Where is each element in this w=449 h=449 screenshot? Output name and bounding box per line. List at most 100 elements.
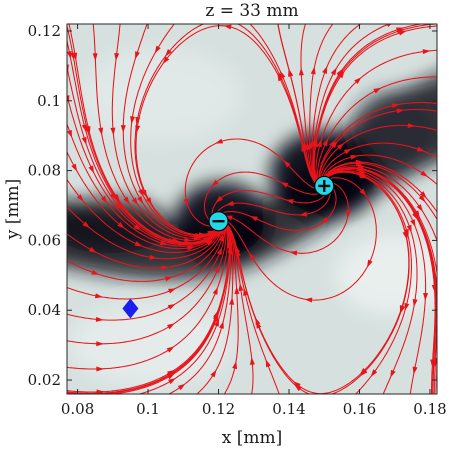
streamline-arrowhead [115,202,122,211]
streamline-arrowhead [373,87,382,94]
streamline-arrowhead [166,373,175,380]
streamline-arrowhead [167,303,176,310]
streamline-arrowhead [433,285,437,293]
streamline-arrowhead [420,170,428,177]
x-tick-label: 0.18 [413,400,446,418]
streamline-arrowhead [135,51,140,60]
streamline-arrowhead [410,219,416,228]
streamline-arrowhead [419,191,427,199]
streamline-arrowhead [149,254,158,260]
streamline-arrowhead [167,237,176,243]
streamline [322,161,437,213]
streamline-arrowhead [225,200,234,206]
streamline-arrowhead [396,108,405,114]
streamline-arrowhead [285,199,294,205]
streamline [319,124,437,182]
x-tick-label: 0.08 [61,400,94,418]
streamline-arrowhead [336,142,345,150]
y-tick-label: 0.1 [37,92,61,110]
streamline-arrowhead [294,384,302,392]
negative-singularity-icon [208,211,229,232]
streamline-arrowhead [322,65,328,74]
x-tick-label: 0.12 [202,400,235,418]
streamline-arrowhead [321,217,329,225]
streamline [137,223,231,394]
streamline-arrowhead [313,139,319,148]
markers [122,175,335,319]
streamline-arrowhead [67,64,69,73]
streamline [67,178,221,254]
streamline-arrowhead [214,264,220,273]
streamline-arrowhead [110,127,116,136]
streamline-arrowhead [250,216,259,222]
streamline-arrowhead [232,361,238,370]
streamline-arrowhead [356,160,364,166]
streamline [67,224,226,321]
streamline-arrowhead [228,246,234,255]
streamline-arrowhead [71,163,78,172]
streamline-arrowhead [249,252,256,261]
streamline-arrowhead [416,146,425,152]
streamline-arrowhead [310,66,316,75]
streamline-arrowhead [183,198,189,207]
y-axis-label: y [mm] [3,179,23,241]
streamline-arrowhead [219,320,224,329]
streamline-arrowhead [198,232,207,238]
streamline-arrowhead [288,68,293,77]
streamline-arrowhead [235,245,241,254]
streamline-arrowhead [178,240,187,246]
streamline-arrowhead [438,357,443,365]
streamline [323,170,418,394]
streamline-arrowhead [370,13,378,19]
streamline-arrowhead [82,221,90,229]
streamline-arrowhead [96,366,104,372]
streamline-arrowhead [96,341,104,347]
streamline-arrowhead [162,56,170,64]
streamline-arrowhead [399,304,405,313]
streamline [318,108,437,182]
streamline-arrowhead [88,165,95,174]
streamline-arrowhead [338,70,345,79]
diamond-marker-icon [122,298,139,319]
streamline [167,222,232,394]
streamline [111,24,219,239]
streamline [67,206,222,260]
streamline [223,171,410,394]
streamline-arrowhead [386,24,392,28]
streamline-arrowhead [359,367,367,376]
streamline [320,142,437,182]
streamline-arrowhead [141,189,147,198]
streamline-arrowhead [72,52,78,61]
streamline [67,225,223,282]
streamline-arrowhead [249,357,255,365]
streamline-arrowhead [331,140,338,148]
streamline-arrowhead [423,292,429,301]
streamline [322,162,437,221]
y-tick-label: 0.06 [28,231,61,249]
streamline-arrowhead [299,211,308,217]
streamline [323,168,427,394]
x-tick-label: 0.1 [136,400,160,418]
streamline-arrowhead [211,179,219,187]
streamline-arrowhead [207,230,216,236]
streamline [249,24,319,186]
streamline-arrowhead [131,197,138,206]
streamline [223,177,377,301]
streamline-arrowhead [135,125,141,134]
streamline-arrowhead [336,68,343,77]
streamline-arrowhead [85,126,91,135]
streamline-arrowhead [406,224,412,233]
streamline-arrowhead [243,287,248,296]
streamline-arrowhead [216,247,223,256]
streamline-arrowhead [212,286,218,295]
streamline-arrowhead [134,241,143,247]
streamline-arrowhead [133,223,142,231]
streamline-arrowhead [145,197,152,206]
streamline-arrowhead [307,141,313,149]
streamline-arrowhead [160,240,168,246]
streamline-arrowhead [416,204,423,212]
streamline-arrowhead [184,237,192,243]
streamline-arrowhead [403,228,409,237]
streamline-arrowhead [354,77,362,85]
streamline-arrowhead [345,210,351,218]
